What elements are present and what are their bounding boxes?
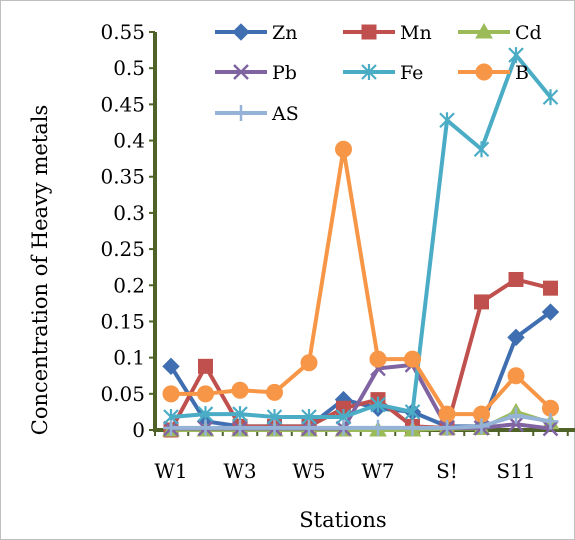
data-point-fe <box>473 141 490 158</box>
legend-label-pb: Pb <box>272 62 297 84</box>
legend-label-as: AS <box>271 103 299 125</box>
x-axis-title: Stations <box>299 508 386 532</box>
legend-label-mn: Mn <box>400 22 432 44</box>
y-tick-label: 0.35 <box>100 165 145 189</box>
x-tick-label: W3 <box>223 459 256 483</box>
legend-label-cd: Cd <box>515 22 542 44</box>
data-point-as <box>404 419 421 436</box>
legend-marker-pb <box>233 64 249 80</box>
y-tick-label: 0.15 <box>100 309 145 333</box>
data-point-fe <box>439 112 455 129</box>
legend-label-zn: Zn <box>272 22 297 44</box>
plot-layer: 0 0.05 0.1 0.15 0.2 0.25 0.3 0.35 0.4 0.45 0.5 0.55… <box>100 20 575 483</box>
data-point-as <box>542 413 559 430</box>
data-point-zn <box>507 328 525 347</box>
y-tick-label: 0.3 <box>113 201 145 225</box>
series-line-mn <box>169 277 551 431</box>
data-point-fe <box>542 89 559 106</box>
data-point-b <box>335 140 352 158</box>
x-tick-label: W7 <box>361 459 394 483</box>
y-axis-title: Concentration of Heavy metals <box>28 105 52 436</box>
legend-marker-mn <box>361 24 377 40</box>
data-point-b <box>266 383 283 401</box>
data-point-mn <box>508 271 524 287</box>
data-point-pb <box>508 416 524 433</box>
legend-marker-fe <box>361 64 377 80</box>
x-tick-label: W1 <box>154 459 187 483</box>
data-point-as <box>301 419 317 436</box>
legend-marker-cd <box>475 22 493 39</box>
y-tick-label: 0.4 <box>113 129 145 153</box>
data-point-zn <box>541 303 560 321</box>
legend-label-b: B <box>515 62 529 84</box>
data-point-as <box>473 418 490 435</box>
y-tick-label: 0.5 <box>113 56 145 80</box>
y-tick-label: 0.55 <box>100 20 145 44</box>
legend-marker-zn <box>232 23 250 41</box>
data-point-b <box>162 385 180 403</box>
y-tick-label: 0.2 <box>113 273 145 297</box>
y-tick-label: 0.05 <box>100 382 145 406</box>
legend-marker-b <box>475 63 493 81</box>
legend: Zn Mn Cd Pb Fe B AS <box>215 22 542 125</box>
legend-label-fe: Fe <box>400 62 423 84</box>
data-point-as <box>439 419 455 436</box>
y-tick-label: 0.25 <box>100 237 145 261</box>
y-tick-label: 0.1 <box>113 346 145 370</box>
x-tick-label: W5 <box>292 459 325 483</box>
data-point-fe <box>370 396 386 413</box>
data-point-b <box>507 367 525 385</box>
series-line-b <box>171 147 552 417</box>
data-point-zn <box>162 357 180 376</box>
data-point-as <box>335 419 352 436</box>
data-point-fe <box>404 403 421 420</box>
legend-marker-as <box>233 105 249 121</box>
data-point-as <box>266 419 283 436</box>
data-point-as <box>370 419 386 436</box>
y-tick-label: 0 <box>132 418 145 442</box>
data-point-fe <box>232 406 248 423</box>
data-point-b <box>404 350 421 368</box>
data-point-as <box>197 419 214 436</box>
data-point-b <box>369 350 387 368</box>
data-point-as <box>232 419 248 436</box>
data-point-b <box>300 354 318 372</box>
data-point-mn <box>198 358 213 374</box>
data-point-fe <box>508 47 524 64</box>
data-point-fe <box>197 406 214 423</box>
data-point-as <box>163 419 179 436</box>
data-point-b <box>197 385 214 403</box>
data-point-mn <box>543 280 558 296</box>
x-tick-label: S! <box>436 459 458 483</box>
data-point-as <box>508 407 524 424</box>
y-tick-label: 0.45 <box>100 92 145 116</box>
x-tick-label: S11 <box>496 459 535 483</box>
data-point-mn <box>474 294 489 310</box>
data-point-b <box>231 381 249 399</box>
series-line-fe <box>170 53 553 419</box>
data-point-b <box>438 405 456 423</box>
